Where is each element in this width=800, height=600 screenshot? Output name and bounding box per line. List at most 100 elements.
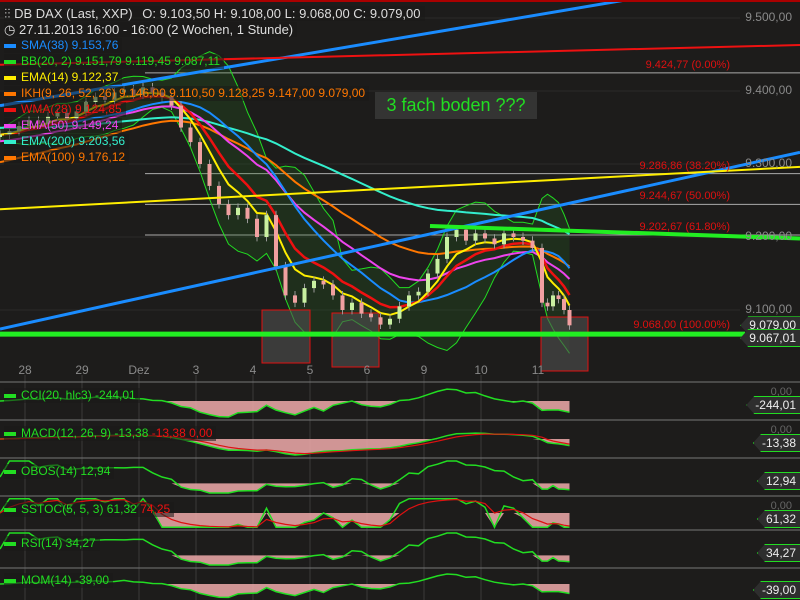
legend-label: WMA(28) 9.124,85 <box>21 102 122 116</box>
indicator-value-tag: -39,00 <box>752 581 800 599</box>
candle <box>340 295 345 310</box>
indicator-value-tag: -13,38 <box>752 434 800 452</box>
indicator-extra: -13,38 0,00 <box>151 426 213 440</box>
candle <box>264 215 269 237</box>
indicator-name: SSTOC(5, 5, 3) 61,32 <box>21 502 137 516</box>
indicator-name: CCI(20, hlc3) -244,01 <box>21 388 136 402</box>
x-tick-label: 3 <box>192 363 200 377</box>
candle <box>530 240 535 248</box>
fib-label: 9.202,67 (61.80%) <box>639 221 730 234</box>
x-tick-label: 28 <box>18 363 32 377</box>
fib-label: 9.424,77 (0.00%) <box>645 58 730 71</box>
candle <box>511 233 516 237</box>
annotation-label[interactable]: 3 fach boden ??? <box>375 92 537 119</box>
x-tick-label: 5 <box>306 363 314 377</box>
indicator-value-tag: 12,94 <box>756 472 800 490</box>
candles-settings-icon[interactable]: ⫶⫶ <box>4 6 11 21</box>
candle <box>350 302 354 310</box>
candle <box>255 218 259 237</box>
candle <box>388 318 392 325</box>
indicator-name: MOM(14) -39,00 <box>21 573 110 587</box>
candle <box>198 142 202 164</box>
legend-item[interactable]: IKH(9, 26, 52, 26) 9.146,00 9.110,50 9.1… <box>4 86 370 101</box>
legend-item[interactable]: EMA(200) 9.203,56 <box>4 134 130 149</box>
indicator-swatch <box>4 469 16 474</box>
candle <box>331 284 335 296</box>
x-tick-label: 4 <box>249 363 257 377</box>
candle <box>567 310 572 326</box>
indicator-swatch <box>4 578 16 583</box>
legend-label: EMA(50) 9.149,24 <box>21 118 119 132</box>
support-price-tag: 9.067,01 <box>740 329 800 348</box>
legend-swatch <box>4 155 16 160</box>
legend-label: EMA(200) 9.203,56 <box>21 134 126 148</box>
y-tick-label: 9.400,00 <box>745 83 792 97</box>
y-tick-label: 9.300,00 <box>745 156 792 170</box>
indicator-label[interactable]: OBOS(14) 12,94 <box>4 464 115 479</box>
candle <box>562 299 566 310</box>
candle <box>169 96 174 106</box>
candle <box>236 207 240 216</box>
indicator-zero-label: 0,00 <box>770 424 792 436</box>
candle <box>464 229 468 241</box>
legend-item[interactable]: BB(20, 2) 9.151,79 9.119,45 9.087,11 <box>4 54 225 69</box>
candle <box>283 266 288 296</box>
period-row: ◷ 27.11.2013 16:00 - 16:00 (2 Wochen, 1 … <box>4 22 298 37</box>
indicator-label[interactable]: CCI(20, hlc3) -244,01 <box>4 388 140 403</box>
candle <box>435 258 440 274</box>
indicator-extra: 74,25 <box>140 502 171 516</box>
indicator-negative-fill <box>0 401 570 417</box>
legend-item[interactable]: EMA(100) 9.176,12 <box>4 150 130 165</box>
candle <box>545 302 550 307</box>
indicator-zero-label: 0,00 <box>770 500 792 512</box>
x-tick-label: 29 <box>75 363 89 377</box>
legend-swatch <box>4 123 16 128</box>
candle <box>293 295 297 303</box>
indicator-name: RSI(14) 34,27 <box>21 536 96 550</box>
legend-swatch <box>4 75 16 80</box>
candle <box>416 291 421 296</box>
legend-item[interactable]: WMA(28) 9.124,85 <box>4 102 126 117</box>
candle <box>369 313 373 318</box>
bottom-marker-box <box>540 316 589 372</box>
indicator-swatch <box>4 507 16 512</box>
legend-item[interactable]: EMA(50) 9.149,24 <box>4 118 123 133</box>
candle <box>483 233 487 239</box>
legend-label: EMA(14) 9.122,37 <box>21 70 119 84</box>
trendline <box>429 224 800 241</box>
candle <box>492 238 497 245</box>
x-tick-label: 6 <box>363 363 371 377</box>
legend-item[interactable]: SMA(38) 9.153,76 <box>4 38 123 53</box>
candle <box>556 295 561 300</box>
indicator-label[interactable]: RSI(14) 34,27 <box>4 536 100 551</box>
indicator-label[interactable]: MOM(14) -39,00 <box>4 573 114 588</box>
candle <box>454 229 459 237</box>
indicator-swatch <box>4 393 16 398</box>
legend-swatch <box>4 91 16 96</box>
indicator-negative-fill <box>0 513 570 528</box>
indicator-label[interactable]: MACD(12, 26, 9) -13,38 -13,38 0,00 <box>4 426 217 441</box>
indicator-swatch <box>4 541 16 546</box>
candle <box>445 237 449 259</box>
candle <box>397 306 402 319</box>
legend-label: EMA(100) 9.176,12 <box>21 150 126 164</box>
fib-label: 9.244,67 (50.00%) <box>639 190 730 203</box>
indicator-negative-fill <box>0 555 570 565</box>
indicator-label[interactable]: SSTOC(5, 5, 3) 61,32 74,25 <box>4 502 175 517</box>
trendline <box>0 0 635 108</box>
legend-label: BB(20, 2) 9.151,79 9.119,45 9.087,11 <box>21 54 221 68</box>
legend-swatch <box>4 43 16 48</box>
candle <box>426 273 430 292</box>
trendline <box>0 165 800 211</box>
legend-item[interactable]: EMA(14) 9.122,37 <box>4 70 123 85</box>
indicator-negative-fill <box>0 483 570 493</box>
candle <box>521 237 525 241</box>
candle <box>245 207 250 219</box>
candle <box>274 215 278 267</box>
candle <box>378 317 383 325</box>
y-tick-label: 9.500,00 <box>745 10 792 24</box>
bottom-marker-box <box>331 312 380 368</box>
indicator-value-tag: -244,01 <box>746 396 800 414</box>
x-tick-label: 10 <box>474 363 488 377</box>
